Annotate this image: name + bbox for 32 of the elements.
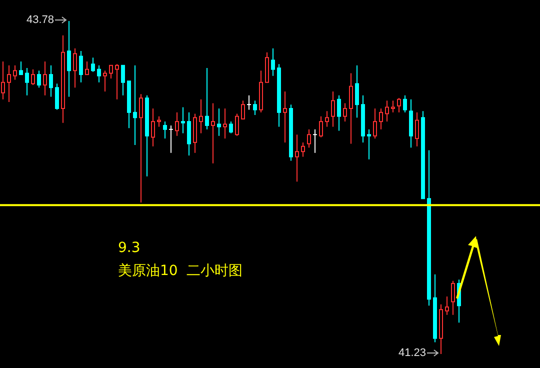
candlestick bbox=[246, 94, 252, 110]
candlestick bbox=[133, 64, 137, 146]
candlestick bbox=[325, 110, 329, 128]
candlestick bbox=[7, 64, 11, 102]
annotation: 美原油10 二小时图 bbox=[118, 262, 243, 280]
candlestick bbox=[361, 94, 365, 143]
candlestick bbox=[223, 108, 227, 140]
candlestick bbox=[409, 98, 413, 148]
candlestick bbox=[43, 60, 47, 96]
candlestick bbox=[415, 112, 419, 147]
candlestick bbox=[79, 50, 83, 83]
candlestick bbox=[217, 108, 221, 136]
annotation: 41.23 bbox=[398, 347, 426, 359]
candlestick bbox=[49, 64, 53, 98]
candlestick bbox=[151, 108, 155, 147]
candlestick bbox=[187, 112, 191, 156]
annotation: 9.3 bbox=[118, 240, 140, 256]
candlestick bbox=[283, 91, 287, 143]
candlestick bbox=[61, 34, 65, 124]
candlestick bbox=[199, 98, 203, 134]
annotation: 43.78 bbox=[26, 14, 54, 26]
candlestick bbox=[385, 100, 389, 122]
candlestick bbox=[349, 72, 353, 144]
candlestick bbox=[211, 102, 215, 164]
candlestick bbox=[355, 64, 359, 118]
candlestick bbox=[67, 21, 71, 98]
candlestick bbox=[175, 112, 179, 136]
candlestick bbox=[271, 48, 275, 76]
candlestick bbox=[295, 134, 299, 182]
candlestick bbox=[331, 91, 335, 128]
candlestick bbox=[181, 106, 185, 134]
candlestick bbox=[427, 150, 431, 306]
